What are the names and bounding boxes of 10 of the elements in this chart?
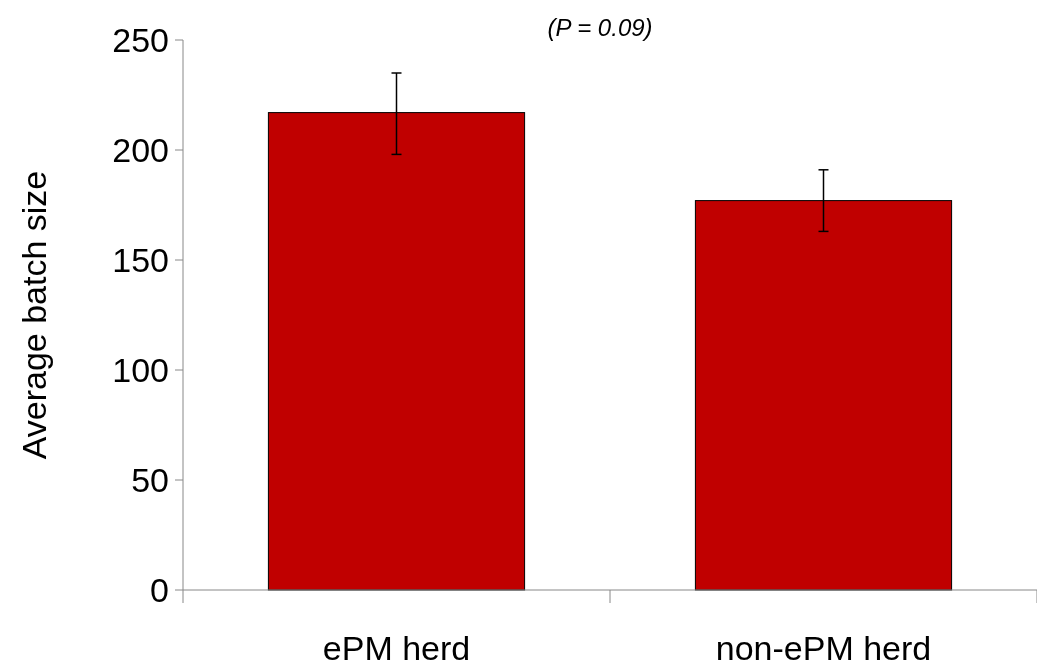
y-tick-label: 50 — [131, 460, 169, 499]
y-tick-label: 200 — [112, 130, 169, 169]
y-tick-label: 250 — [112, 20, 169, 59]
x-tick-label: non-ePM herd — [715, 629, 932, 667]
y-tick-label: 150 — [112, 240, 169, 279]
y-tick-label: 0 — [150, 570, 169, 609]
y-tick-label: 100 — [112, 350, 169, 389]
y-axis-title: Average batch size — [15, 170, 53, 460]
annotation: (P = 0.09) — [547, 14, 653, 41]
x-tick-label: ePM herd — [322, 629, 471, 667]
